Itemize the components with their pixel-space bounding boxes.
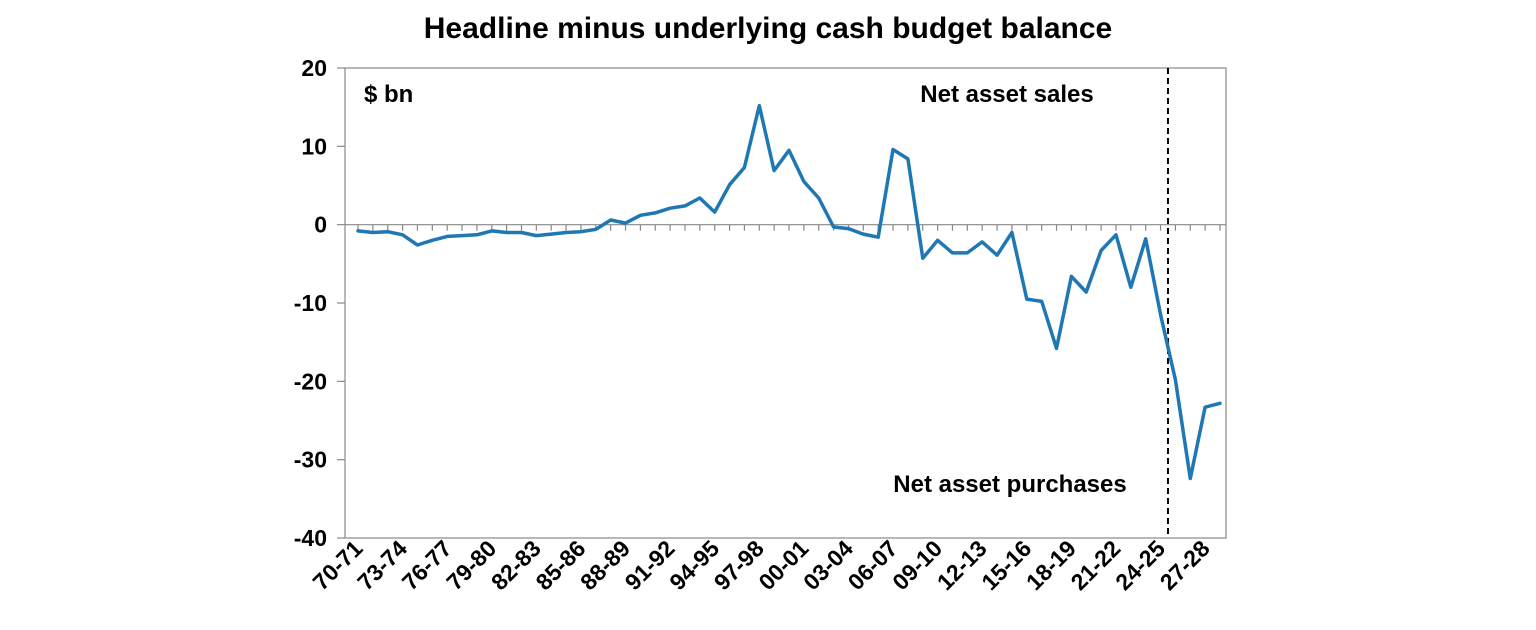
x-tick-label: 06-07: [843, 535, 903, 595]
x-tick-label: 97-98: [709, 535, 769, 595]
y-tick-label: -10: [294, 290, 327, 316]
x-axis: 70-7173-7476-7779-8082-8385-8688-8991-92…: [308, 68, 1221, 595]
series-layer: [356, 103, 1222, 481]
series-line-0: [356, 103, 1222, 481]
y-tick-label: 20: [301, 55, 327, 81]
x-tick-label: 91-92: [620, 535, 680, 595]
x-tick-label: 27-28: [1155, 535, 1215, 595]
x-tick-label: 76-77: [397, 535, 457, 595]
y-unit-label: $ bn: [364, 81, 413, 108]
plot-area-frame: [344, 67, 1227, 539]
x-tick-label: 24-25: [1110, 535, 1170, 595]
x-tick-label: 73-74: [352, 535, 412, 595]
x-tick-label: 79-80: [441, 535, 501, 595]
x-tick-label: 21-22: [1066, 535, 1126, 595]
x-tick-label: 12-13: [932, 535, 992, 595]
chart-title: Headline minus underlying cash budget ba…: [424, 12, 1112, 45]
x-tick-label: 09-10: [887, 535, 947, 595]
y-tick-label: -30: [294, 447, 327, 473]
y-tick-label: 0: [314, 212, 327, 238]
x-tick-label: 94-95: [664, 535, 724, 595]
x-tick-label: 88-89: [575, 535, 635, 595]
y-tick-label: -40: [294, 525, 327, 551]
y-tick-label: -20: [294, 368, 327, 394]
annotation-net-asset-sales: Net asset sales: [920, 81, 1093, 108]
x-tick-label: 82-83: [486, 535, 546, 595]
annotation-net-asset-purchases: Net asset purchases: [893, 471, 1126, 498]
y-tick-label: 10: [301, 133, 327, 159]
y-axis: 20 10 0 -10 -20 -30 -40: [294, 55, 1226, 551]
x-tick-label: 00-01: [753, 535, 813, 595]
x-tick-label: 03-04: [798, 535, 858, 595]
x-tick-label: 85-86: [530, 535, 590, 595]
x-tick-label: 15-16: [976, 535, 1036, 595]
x-tick-label: 18-19: [1021, 535, 1081, 595]
